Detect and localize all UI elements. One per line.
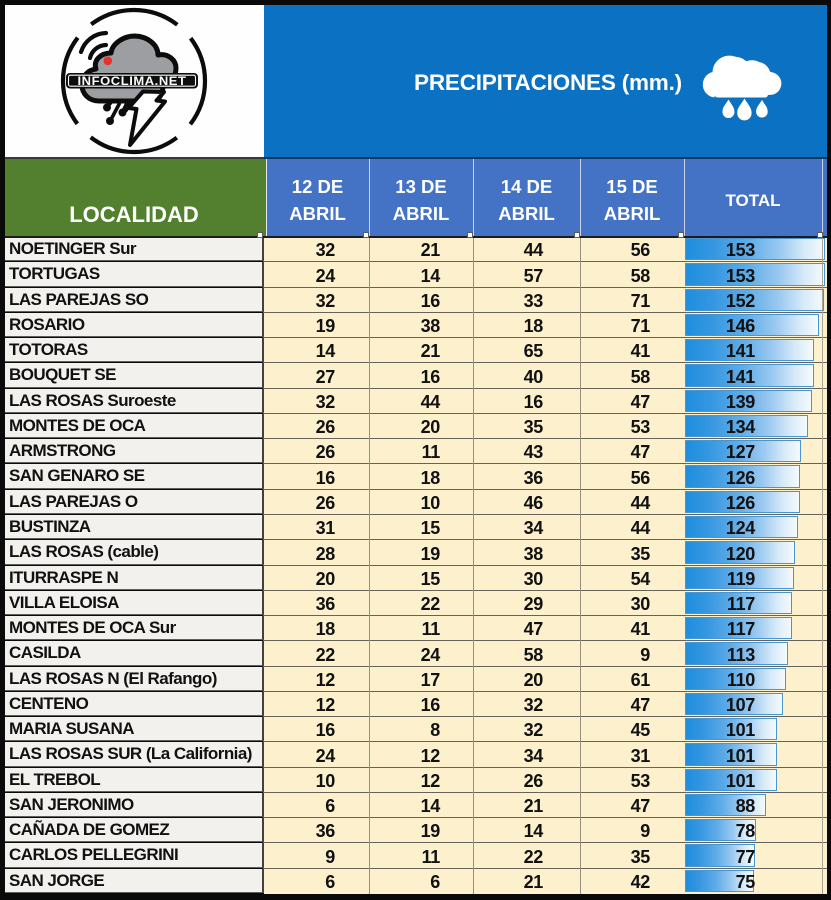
svg-text:INFOCLIMA.NET: INFOCLIMA.NET bbox=[78, 76, 187, 88]
